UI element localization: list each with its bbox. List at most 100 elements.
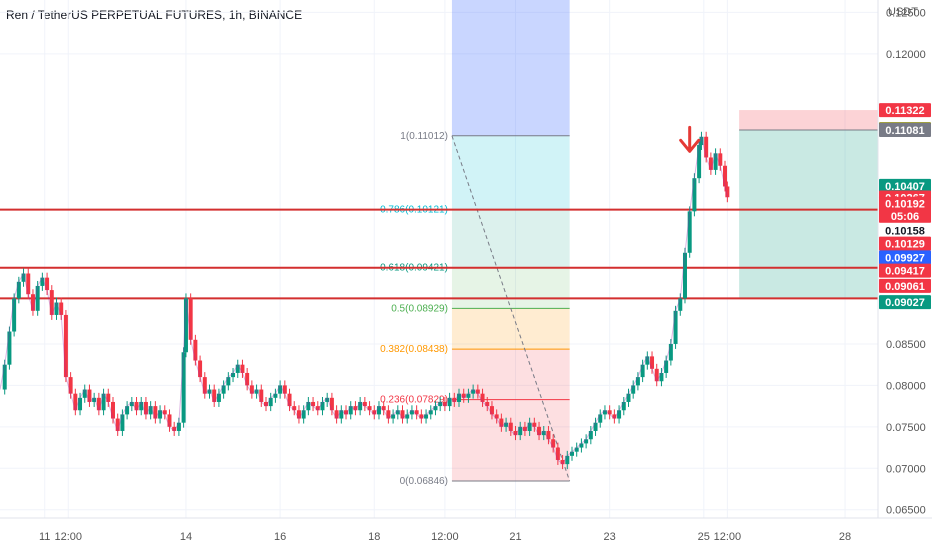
candle-body (49, 290, 54, 315)
candle-body (569, 451, 574, 456)
candle-body (158, 410, 163, 419)
candle-body (367, 406, 372, 411)
price-tag (879, 196, 931, 211)
fib-level-label: 1(0.11012) (400, 131, 448, 142)
candle-body (386, 410, 391, 419)
candle-body (249, 385, 254, 394)
price-tag-label: 0.11081 (885, 125, 924, 137)
x-tick-label: 11 (39, 531, 50, 543)
candle-body (687, 211, 692, 253)
candle-body (202, 377, 207, 394)
candle-body (612, 414, 617, 419)
candle-body (508, 422, 513, 431)
candle-body (7, 331, 12, 365)
candle-body (334, 410, 339, 419)
candle-body (167, 414, 172, 427)
candle-body (134, 401, 139, 411)
fib-zone (451, 209, 570, 268)
candle-body (541, 430, 546, 436)
candle-body (697, 145, 702, 179)
candle-body (537, 426, 542, 436)
candle-body (466, 393, 471, 398)
candle-body (678, 298, 683, 311)
candle-body (513, 430, 518, 436)
price-tag-label: 0.10407 (885, 181, 925, 193)
horizontal-lines (0, 208, 878, 300)
candle-body (494, 414, 499, 419)
candle-body (106, 393, 111, 402)
candle-body (263, 401, 268, 407)
candle-body (593, 422, 598, 431)
x-tick-label: 12:00 (54, 531, 82, 543)
fib-zone-top (451, 0, 570, 136)
candle-body (551, 439, 556, 448)
candle-body (424, 414, 429, 419)
candle-body (353, 406, 358, 411)
candle-body (692, 178, 697, 212)
candle-body (221, 385, 226, 394)
y-tick-label: 0.07000 (886, 463, 926, 475)
candle-body (579, 443, 584, 448)
price-tag-label: 0.10192 (885, 199, 925, 211)
candle-body (235, 364, 240, 373)
candle-body (148, 406, 153, 415)
candle-body (183, 298, 188, 353)
candle-body (447, 397, 452, 407)
candle-body (129, 401, 134, 407)
price-tag (879, 278, 931, 293)
price-series (0, 131, 730, 470)
candle-body (395, 410, 400, 415)
candle-body (193, 339, 198, 361)
candle-body (645, 356, 650, 365)
candle-body (101, 393, 106, 411)
price-tag (879, 178, 931, 193)
candle-body (143, 401, 148, 415)
candle-body (640, 364, 645, 378)
candle-body (631, 385, 636, 394)
candle-body (278, 385, 283, 394)
candle-body (650, 356, 655, 369)
candle-body (344, 410, 349, 415)
fib-level-label: 0(0.06846) (400, 476, 448, 487)
x-tick-label: 25 (698, 531, 710, 543)
fib-level-label: 0.236(0.07829) (380, 395, 448, 406)
candle-body (504, 422, 509, 427)
y-tick-label: 0.08000 (886, 380, 926, 392)
candle-body (607, 410, 612, 415)
candle-body (26, 273, 31, 295)
price-tags: 0.113220.110900.110810.104070.102670.101… (878, 103, 932, 310)
candle-body (527, 422, 532, 431)
candle-body (442, 401, 447, 407)
candle-body (268, 397, 273, 407)
candle-body (315, 406, 320, 411)
candle-body (471, 389, 476, 394)
candle-body (574, 447, 579, 452)
candle-body (78, 397, 83, 411)
candle-body (555, 447, 560, 460)
candle-body (292, 406, 297, 411)
candle-body (635, 377, 640, 386)
candle-body (139, 401, 144, 411)
candle-body (400, 410, 405, 419)
fibonacci-retracement: 1(0.11012)0.786(0.10121)0.618(0.09421)0.… (380, 0, 571, 487)
candle-body (489, 406, 494, 415)
candle-body (216, 393, 221, 402)
x-tick-label: 14 (180, 531, 192, 543)
candle-body (125, 406, 130, 415)
candle-body (40, 277, 45, 286)
candle-body (311, 401, 316, 407)
candle-body (362, 401, 367, 407)
candle-body (428, 410, 433, 415)
fib-trendline (451, 135, 571, 482)
price-tag-label: 0.09417 (885, 266, 925, 278)
annotation-arrow-icon (679, 125, 701, 153)
candle-body (45, 277, 50, 291)
candle-body (21, 273, 26, 282)
candle-body (273, 393, 278, 398)
candle-body (96, 397, 101, 411)
candle-body (226, 377, 231, 386)
candle-body (301, 410, 306, 419)
y-tick-label: 0.07500 (886, 422, 926, 434)
candle-body (485, 401, 490, 407)
